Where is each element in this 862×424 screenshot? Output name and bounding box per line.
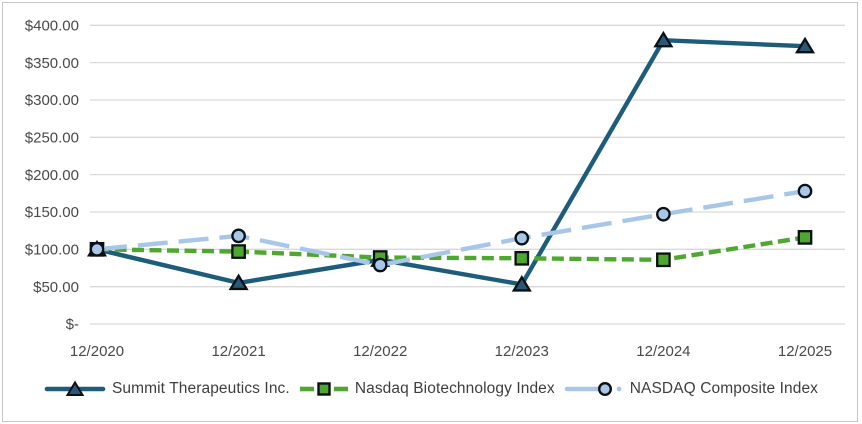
series-2 xyxy=(89,183,813,273)
triangle-marker xyxy=(794,36,816,54)
x-tick-label: 12/2023 xyxy=(495,343,549,360)
circle-marker xyxy=(89,241,105,257)
series-0 xyxy=(86,30,816,292)
square-marker xyxy=(797,230,813,245)
x-tick-label: 12/2020 xyxy=(70,343,124,360)
legend-label-composite: NASDAQ Composite Index xyxy=(629,380,819,397)
legend-label-summit: Summit Therapeutics Inc. xyxy=(111,380,290,397)
summit-line-triangle-icon xyxy=(44,380,106,396)
y-tick-label: $300.00 xyxy=(25,92,79,109)
triangle-marker xyxy=(511,275,532,292)
x-tick-label: 12/2024 xyxy=(636,343,690,360)
y-tick-label: $50.00 xyxy=(33,279,79,296)
circle-marker xyxy=(797,183,813,199)
gridlines xyxy=(90,24,845,325)
chart-legend: Summit Therapeutics Inc. Nasdaq Biotechn… xyxy=(0,380,862,398)
circle-marker xyxy=(231,228,246,244)
y-tick-label: $350.00 xyxy=(25,55,79,72)
y-tick-label: $150.00 xyxy=(25,204,79,221)
y-tick-label: $250.00 xyxy=(25,130,79,147)
circle-marker xyxy=(372,257,388,273)
y-tick-label: $- xyxy=(66,316,79,333)
square-marker xyxy=(231,244,246,259)
legend-item-biotech: Nasdaq Biotechnology Index xyxy=(299,380,555,398)
x-tick-label: 12/2025 xyxy=(778,343,832,360)
legend-item-summit: Summit Therapeutics Inc. xyxy=(44,380,290,398)
legend-item-composite: NASDAQ Composite Index xyxy=(564,380,818,398)
x-axis-labels: 12/2020 12/2021 12/2022 12/2023 12/2024 12/20… xyxy=(70,343,832,360)
biotech-dash-square-icon xyxy=(299,382,348,396)
y-axis-labels: $- $50.00 $100.00 $150.00 $200.00 $250.00 $300… xyxy=(25,18,79,334)
x-tick-label: 12/2021 xyxy=(211,343,265,360)
triangle-marker xyxy=(228,273,249,291)
square-marker xyxy=(514,250,530,266)
circle-marker xyxy=(656,206,671,222)
y-tick-label: $100.00 xyxy=(25,242,79,259)
square-marker xyxy=(656,252,671,268)
series-line xyxy=(96,188,806,268)
composite-dash-circle-icon xyxy=(564,381,622,397)
y-tick-label: $400.00 xyxy=(25,18,79,35)
triangle-marker xyxy=(653,30,674,48)
series-1 xyxy=(89,230,813,268)
series-line xyxy=(96,37,806,287)
series-line xyxy=(96,235,806,262)
circle-marker xyxy=(514,230,530,246)
legend-label-biotech: Nasdaq Biotechnology Index xyxy=(354,380,555,397)
y-tick-label: $200.00 xyxy=(25,167,79,184)
x-tick-label: 12/2022 xyxy=(353,343,407,360)
